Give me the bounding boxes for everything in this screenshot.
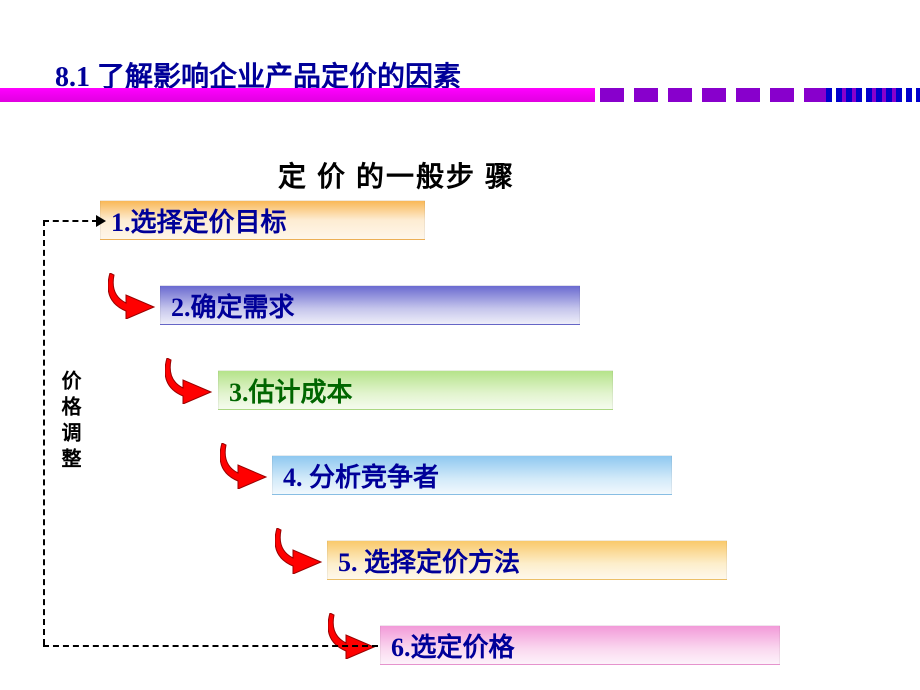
blue-seg (916, 88, 920, 102)
blue-seg (836, 88, 842, 102)
step-3: 3.估计成本 (218, 370, 613, 410)
purple-seg (804, 88, 828, 102)
blue-seg (876, 88, 882, 102)
blue-seg (856, 88, 862, 102)
step-1: 1.选择定价目标 (100, 200, 425, 240)
red-arrow-4 (275, 528, 323, 574)
feedback-label: 价格调整 (55, 370, 84, 474)
feedback-vertical (43, 220, 45, 645)
step-4: 4. 分析竞争者 (272, 455, 672, 495)
feedback-top (43, 220, 98, 222)
blue-seg (896, 88, 902, 102)
blue-seg (906, 88, 912, 102)
step-5: 5. 选择定价方法 (327, 540, 727, 580)
blue-seg (866, 88, 872, 102)
step-2: 2.确定需求 (160, 285, 580, 325)
diagram-subtitle: 定 价 的一般步 骤 (278, 155, 515, 195)
blue-seg (846, 88, 852, 102)
feedback-arrowhead (96, 215, 106, 227)
purple-seg (668, 88, 692, 102)
red-arrow-1 (108, 273, 156, 319)
red-arrow-5 (328, 613, 376, 659)
red-arrow-3 (220, 443, 268, 489)
blue-seg (886, 88, 892, 102)
purple-seg (736, 88, 760, 102)
step-6: 6.选定价格 (380, 625, 780, 665)
magenta-bar (0, 88, 595, 102)
blue-seg (826, 88, 832, 102)
red-arrow-2 (165, 358, 213, 404)
purple-seg (600, 88, 624, 102)
feedback-bottom (43, 645, 378, 647)
purple-seg (770, 88, 794, 102)
purple-seg (634, 88, 658, 102)
purple-seg (702, 88, 726, 102)
